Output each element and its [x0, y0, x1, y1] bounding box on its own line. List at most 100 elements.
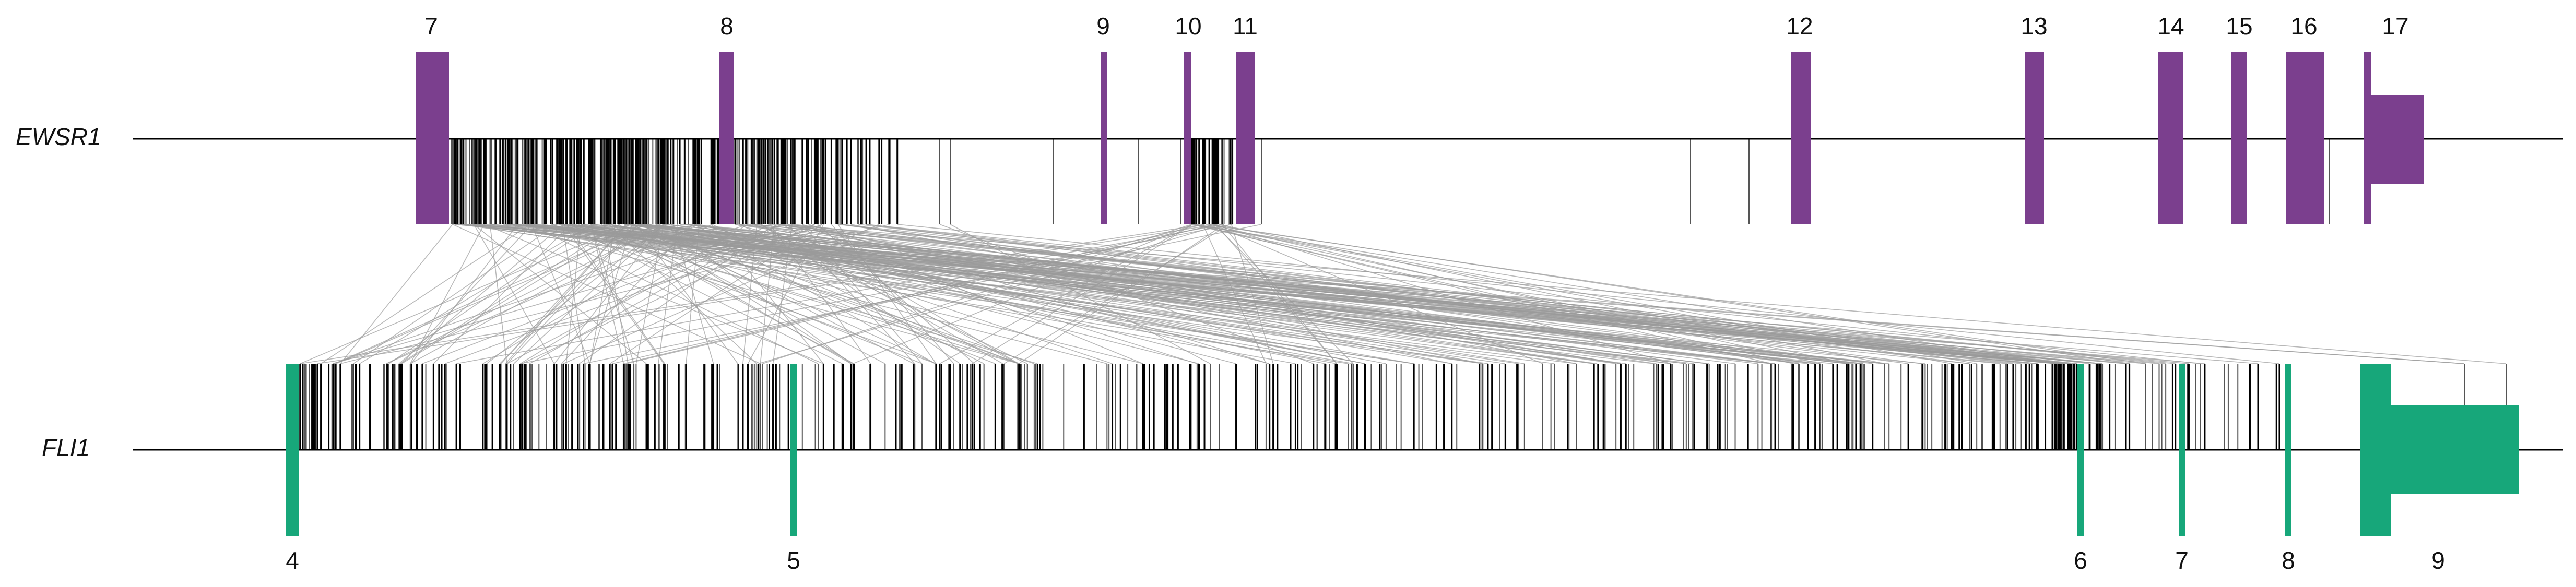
fusion-link: [629, 224, 2060, 364]
fli1-exon-9: [2360, 364, 2391, 536]
fusion-link: [399, 224, 621, 364]
ewsr1-exon-13: [2025, 52, 2044, 224]
fusion-link: [787, 224, 2072, 364]
fusion-link: [410, 224, 518, 364]
fusion-link: [754, 224, 2130, 364]
fli1-exon-label: 9: [2431, 547, 2445, 574]
fusion-link: [460, 224, 1415, 364]
fusion-link: [398, 224, 564, 364]
fusion-link: [433, 224, 571, 364]
fusion-link: [735, 224, 1270, 364]
fusion-link: [601, 224, 854, 364]
fusion-link: [565, 224, 1020, 364]
fusion-link: [1231, 224, 1274, 364]
fli1-exon-8: [2285, 364, 2291, 536]
fli1-exon-9-utr: [2391, 405, 2519, 494]
fusion-link: [422, 224, 783, 364]
fusion-link: [760, 224, 775, 364]
fusion-link: [831, 224, 954, 364]
fli1-exon-4: [286, 364, 299, 536]
fusion-link: [333, 224, 815, 364]
ewsr1-exon-label: 16: [2290, 13, 2317, 40]
fusion-link: [321, 224, 531, 364]
fusion-link: [482, 224, 712, 364]
fusion-link: [531, 224, 590, 364]
fli1-exon-label: 6: [2074, 547, 2087, 574]
fusion-link: [646, 224, 1815, 364]
ewsr1-exon-label: 14: [2157, 13, 2184, 40]
fusion-links: [300, 224, 2507, 364]
fusion-link: [658, 224, 678, 364]
fusion-link: [388, 224, 595, 364]
fusion-link: [489, 224, 507, 364]
fusion-link: [1018, 224, 1224, 364]
ewsr1-exon-label: 7: [424, 13, 438, 40]
fli1-exon-label: 5: [787, 547, 800, 574]
gene-label-ewsr1: EWSR1: [16, 123, 101, 150]
fusion-link: [401, 224, 631, 364]
fusion-link: [578, 224, 778, 364]
fusion-link: [782, 224, 1019, 364]
fusion-link: [359, 224, 593, 364]
fli1-exon-7: [2179, 364, 2185, 536]
ewsr1-exon-label: 13: [2020, 13, 2047, 40]
ewsr1-exon-label: 10: [1175, 13, 1201, 40]
fusion-link: [972, 224, 1193, 364]
fusion-link: [837, 224, 937, 364]
fusion-link: [410, 224, 485, 364]
ewsr1-exon-label: 17: [2382, 13, 2408, 40]
fusion-link: [791, 224, 1482, 364]
fusion-link: [626, 224, 1452, 364]
fusion-link: [460, 224, 1686, 364]
fusion-link: [699, 224, 1236, 364]
fli1-exon-5: [790, 364, 797, 536]
fusion-link: [505, 224, 627, 364]
fusion-link: [528, 224, 819, 364]
fusion-link: [562, 224, 2000, 364]
fusion-link: [589, 224, 633, 364]
fusion-link: [1218, 224, 1885, 364]
fusion-link: [712, 224, 985, 364]
fusion-link: [1209, 224, 2130, 364]
fusion-link: [353, 224, 558, 364]
fli1-exon-label: 7: [2175, 547, 2189, 574]
fusion-link: [686, 224, 700, 364]
ewsr1-exon-16: [2286, 52, 2324, 224]
ewsr1-exon-label: 12: [1786, 13, 1813, 40]
fusion-link: [1209, 224, 1821, 364]
fusion-link: [466, 224, 1349, 364]
fusion-link: [623, 224, 1204, 364]
fusion-link: [632, 224, 853, 364]
fusion-link: [629, 224, 1020, 364]
fusion-link: [486, 224, 666, 364]
fusion-link: [590, 224, 634, 364]
fusion-link: [802, 224, 1143, 364]
fusion-link: [452, 224, 761, 364]
fusion-link: [386, 224, 700, 364]
fusion-link: [456, 224, 1224, 364]
fusion-link: [474, 224, 647, 364]
ewsr1-exon-label: 11: [1233, 13, 1258, 40]
fusion-link: [483, 224, 824, 364]
ewsr1-exon-12: [1791, 52, 1811, 224]
fusion-link: [526, 224, 1488, 364]
fusion-link: [561, 224, 693, 364]
gene-label-fli1: FLI1: [42, 434, 90, 461]
fusion-link: [499, 224, 639, 364]
ewsr1-exon-label: 15: [2226, 13, 2252, 40]
fusion-link: [662, 224, 2077, 364]
fusion-link: [1192, 224, 2058, 364]
fli1-exons: 4 5 6 7 8 9: [286, 364, 2519, 574]
fusion-link: [628, 224, 937, 364]
fusion-link: [762, 224, 1192, 364]
ewsr1-exons: 7 8 9 10 11 12 13 14 15 16 17: [416, 13, 2424, 224]
ewsr1-exon-14: [2158, 52, 2183, 224]
fusion-link: [454, 224, 1885, 364]
fusion-link: [1003, 224, 1230, 364]
fusion-link: [758, 224, 1222, 364]
fusion-link: [520, 224, 1233, 364]
fusion-link: [648, 224, 1199, 364]
ewsr1-exon-10: [1184, 52, 1191, 224]
fusion-link: [670, 224, 1365, 364]
fusion-link: [486, 224, 1885, 364]
